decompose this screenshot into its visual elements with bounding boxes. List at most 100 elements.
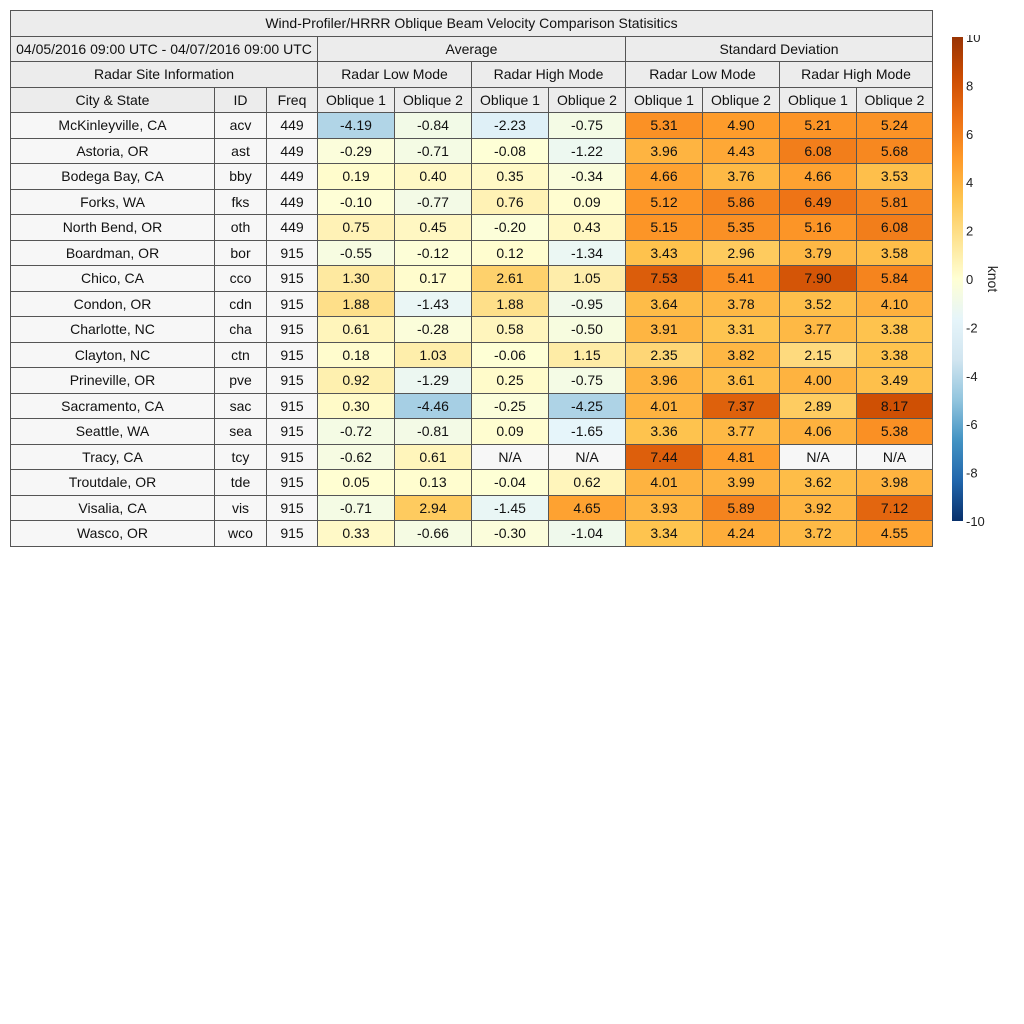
avg-high-oblique2-cell: 0.43 (548, 214, 626, 241)
site-city: Wasco, OR (10, 520, 215, 547)
avg-high-oblique1-cell: -0.20 (471, 214, 549, 241)
table-row: Forks, WA fks 449 -0.10 -0.77 0.76 0.09 5.12 5.8… (10, 188, 933, 215)
std-high-oblique2-cell: 7.12 (856, 494, 933, 521)
std-low-oblique1-cell: 3.43 (625, 239, 703, 266)
site-freq: 449 (266, 137, 318, 164)
std-low-oblique2-cell: 7.37 (702, 392, 780, 419)
avg-low-oblique1-cell: 1.30 (317, 265, 395, 292)
std-high-oblique1-cell: 5.16 (779, 214, 857, 241)
avg-high-oblique2-cell: -0.75 (548, 367, 626, 394)
std-high-oblique1-cell: 3.52 (779, 290, 857, 317)
avg-low-oblique2-cell: 0.17 (394, 265, 472, 292)
table-title: Wind-Profiler/HRRR Oblique Beam Velocity… (10, 10, 933, 37)
site-id: pve (214, 367, 267, 394)
std-low-oblique2-cell: 3.76 (702, 163, 780, 190)
avg-high-oblique1-cell: 0.35 (471, 163, 549, 190)
std-high-oblique1-cell: 6.08 (779, 137, 857, 164)
avg-high-oblique2-cell: -0.50 (548, 316, 626, 343)
std-high-oblique1-cell: 3.62 (779, 469, 857, 496)
site-city: Tracy, CA (10, 443, 215, 470)
colorbar-tick-label: -8 (966, 466, 978, 481)
std-low-oblique1-cell: 3.36 (625, 418, 703, 445)
avg-low-oblique2-cell: 0.13 (394, 469, 472, 496)
table-row: Chico, CA cco 915 1.30 0.17 2.61 1.05 7.53 5.41 7… (10, 265, 933, 292)
std-low-oblique2-cell: 4.90 (702, 112, 780, 139)
table-row: Prineville, OR pve 915 0.92 -1.29 0.25 -0.75 3.… (10, 367, 933, 394)
site-city: Seattle, WA (10, 418, 215, 445)
std-high-oblique1-header: Oblique 1 (779, 86, 857, 113)
avg-low-oblique2-cell: -1.43 (394, 290, 472, 317)
site-id: wco (214, 520, 267, 547)
id-column-header: ID (214, 86, 267, 113)
table-row: Boardman, OR bor 915 -0.55 -0.12 0.12 -1.34 3.4… (10, 239, 933, 266)
site-city: Chico, CA (10, 265, 215, 292)
std-dev-header: Standard Deviation (625, 35, 933, 62)
avg-low-oblique2-cell: 1.03 (394, 341, 472, 368)
site-id: bor (214, 239, 267, 266)
std-high-oblique2-cell: 3.53 (856, 163, 933, 190)
site-city: Condon, OR (10, 290, 215, 317)
table-row: Clayton, NC ctn 915 0.18 1.03 -0.06 1.15 2.35 3.… (10, 341, 933, 368)
colorbar-legend: 10 8 6 4 2 0 -2 -4 -6 -8 -10 knot (952, 35, 1001, 529)
site-freq: 915 (266, 316, 318, 343)
std-high-oblique2-cell: 5.38 (856, 418, 933, 445)
site-id: ctn (214, 341, 267, 368)
std-high-oblique1-cell: 2.15 (779, 341, 857, 368)
std-high-oblique1-cell: 5.21 (779, 112, 857, 139)
site-freq: 915 (266, 443, 318, 470)
site-city: Troutdale, OR (10, 469, 215, 496)
avg-low-oblique2-header: Oblique 2 (394, 86, 472, 113)
avg-low-oblique1-cell: 0.33 (317, 520, 395, 547)
avg-high-oblique2-cell: 0.09 (548, 188, 626, 215)
std-high-oblique2-cell: 3.98 (856, 469, 933, 496)
site-freq: 915 (266, 418, 318, 445)
colorbar-tick-label: 4 (966, 175, 973, 190)
std-high-oblique1-cell: 3.77 (779, 316, 857, 343)
avg-low-oblique2-cell: 2.94 (394, 494, 472, 521)
table-row: Bodega Bay, CA bby 449 0.19 0.40 0.35 -0.34 4.6… (10, 163, 933, 190)
site-city: North Bend, OR (10, 214, 215, 241)
avg-low-oblique1-cell: -0.10 (317, 188, 395, 215)
std-low-oblique2-header: Oblique 2 (702, 86, 780, 113)
site-city: Sacramento, CA (10, 392, 215, 419)
std-low-oblique2-cell: 3.61 (702, 367, 780, 394)
std-high-oblique2-cell: 5.81 (856, 188, 933, 215)
std-low-oblique1-header: Oblique 1 (625, 86, 703, 113)
site-id: sea (214, 418, 267, 445)
avg-high-mode-header: Radar High Mode (471, 61, 626, 88)
colorbar-tick-label: 0 (966, 272, 973, 287)
time-period: 04/05/2016 09:00 UTC - 04/07/2016 09:00 … (10, 35, 318, 62)
std-low-oblique2-cell: 5.89 (702, 494, 780, 521)
table-row: Condon, OR cdn 915 1.88 -1.43 1.88 -0.95 3.64 3.… (10, 290, 933, 317)
site-city: Prineville, OR (10, 367, 215, 394)
avg-low-oblique1-cell: -0.71 (317, 494, 395, 521)
avg-high-oblique2-cell: -0.75 (548, 112, 626, 139)
colorbar-tick-label: -10 (966, 514, 985, 529)
avg-high-oblique1-cell: -0.30 (471, 520, 549, 547)
avg-high-oblique2-header: Oblique 2 (548, 86, 626, 113)
colorbar-tick-label: 10 (966, 35, 980, 45)
std-low-mode-header: Radar Low Mode (625, 61, 780, 88)
std-high-oblique2-cell: 3.49 (856, 367, 933, 394)
colorbar-tick-label: -2 (966, 320, 978, 335)
avg-high-oblique1-cell: -1.45 (471, 494, 549, 521)
site-city: Boardman, OR (10, 239, 215, 266)
std-high-mode-header: Radar High Mode (779, 61, 933, 88)
colorbar-gradient (952, 37, 963, 521)
avg-high-oblique2-cell: -0.95 (548, 290, 626, 317)
std-high-oblique1-cell: 3.92 (779, 494, 857, 521)
avg-high-oblique1-cell: 0.58 (471, 316, 549, 343)
std-low-oblique2-cell: 4.81 (702, 443, 780, 470)
avg-high-oblique2-cell: 1.05 (548, 265, 626, 292)
avg-low-oblique1-cell: 1.88 (317, 290, 395, 317)
avg-low-oblique1-cell: 0.92 (317, 367, 395, 394)
avg-low-oblique1-cell: -0.72 (317, 418, 395, 445)
std-low-oblique2-cell: 3.99 (702, 469, 780, 496)
avg-high-oblique2-cell: 4.65 (548, 494, 626, 521)
avg-low-oblique2-cell: -4.46 (394, 392, 472, 419)
site-id: vis (214, 494, 267, 521)
avg-high-oblique2-cell: -1.65 (548, 418, 626, 445)
std-low-oblique2-cell: 3.77 (702, 418, 780, 445)
std-low-oblique1-cell: 7.44 (625, 443, 703, 470)
avg-high-oblique2-cell: -1.34 (548, 239, 626, 266)
